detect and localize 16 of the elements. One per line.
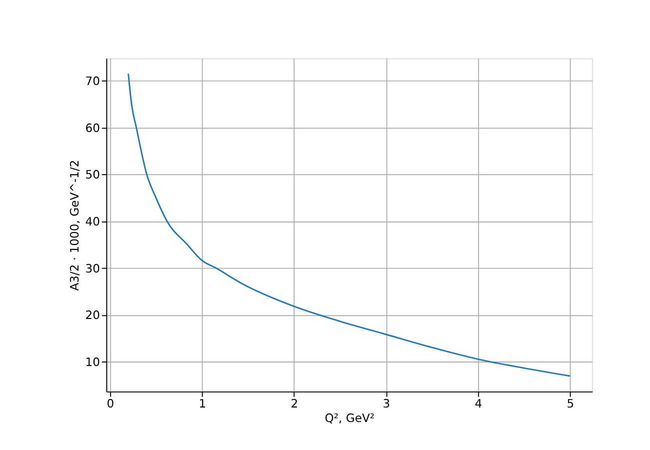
y-axis-title: A3/2 · 1000, GeV^-1/2 xyxy=(67,160,82,291)
y-tick-label: 60 xyxy=(85,120,100,135)
x-tick-label: 3 xyxy=(382,396,390,410)
y-tick-label: 40 xyxy=(85,214,100,228)
y-tick-label: 70 xyxy=(85,74,100,88)
y-tick-label: 30 xyxy=(85,261,100,276)
y-tick-label: 50 xyxy=(85,168,100,182)
y-tick-label: 20 xyxy=(85,308,100,322)
x-tick-label: 1 xyxy=(198,396,206,410)
x-tick-label: 0 xyxy=(106,396,114,410)
x-tick-label: 4 xyxy=(474,396,482,410)
x-tick-label: 2 xyxy=(290,396,298,410)
x-axis-title: Q², GeV² xyxy=(324,410,375,425)
y-tick-label: 10 xyxy=(85,354,100,369)
line-series xyxy=(128,72,571,377)
x-tick-label: 5 xyxy=(566,396,574,410)
